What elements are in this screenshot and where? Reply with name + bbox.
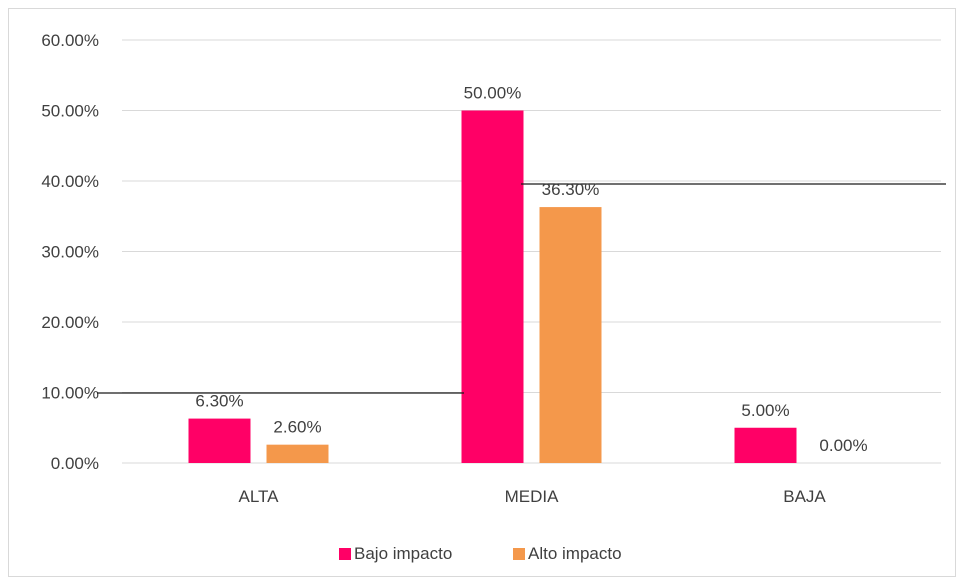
y-tick-label-3: 30.00% [41, 243, 99, 262]
bar-bajo-impacto-baja [734, 427, 797, 463]
y-axis-ticks: 0.00% 10.00% 20.00% 30.00% 40.00% 50.00% 60.00… [41, 31, 99, 473]
bar-alto-impacto-media [539, 207, 602, 463]
data-label-alto-impacto-baja: 0.00% [819, 436, 867, 455]
legend-swatch-1 [513, 548, 525, 560]
y-tick-label-2: 20.00% [41, 313, 99, 332]
y-tick-label-1: 10.00% [41, 384, 99, 403]
bar-alto-impacto-alta [266, 444, 329, 463]
data-label-bajo-impacto-baja: 5.00% [741, 401, 789, 420]
data-label-alto-impacto-alta: 2.60% [273, 418, 321, 437]
bar-bajo-impacto-media [461, 110, 524, 463]
x-category-label-1: MEDIA [505, 487, 560, 506]
legend-label-0: Bajo impacto [354, 544, 452, 563]
x-category-label-2: BAJA [783, 487, 826, 506]
legend-swatch-0 [339, 548, 351, 560]
data-label-bajo-impacto-media: 50.00% [464, 84, 522, 103]
x-axis-categories: ALTA MEDIA BAJA [239, 487, 827, 506]
bar-chart: 0.00% 10.00% 20.00% 30.00% 40.00% 50.00% 60.00… [41, 31, 946, 563]
data-label-alto-impacto-media: 36.30% [542, 180, 600, 199]
legend: Bajo impacto Alto impacto [339, 544, 622, 563]
y-tick-label-0: 0.00% [51, 454, 99, 473]
gridlines [122, 39, 941, 464]
y-tick-label-6: 60.00% [41, 31, 99, 50]
bar-bajo-impacto-alta [188, 418, 251, 463]
overlay-lines [97, 183, 946, 394]
data-label-bajo-impacto-alta: 6.30% [195, 392, 243, 411]
y-tick-label-5: 50.00% [41, 102, 99, 121]
bars [188, 110, 797, 463]
legend-label-1: Alto impacto [528, 544, 622, 563]
chart-frame: 0.00% 10.00% 20.00% 30.00% 40.00% 50.00% 60.00… [8, 8, 956, 577]
x-category-label-0: ALTA [239, 487, 280, 506]
y-tick-label-4: 40.00% [41, 172, 99, 191]
data-labels: 6.30% 2.60% 50.00% 36.30% 5.00% 0.00% [195, 84, 867, 456]
